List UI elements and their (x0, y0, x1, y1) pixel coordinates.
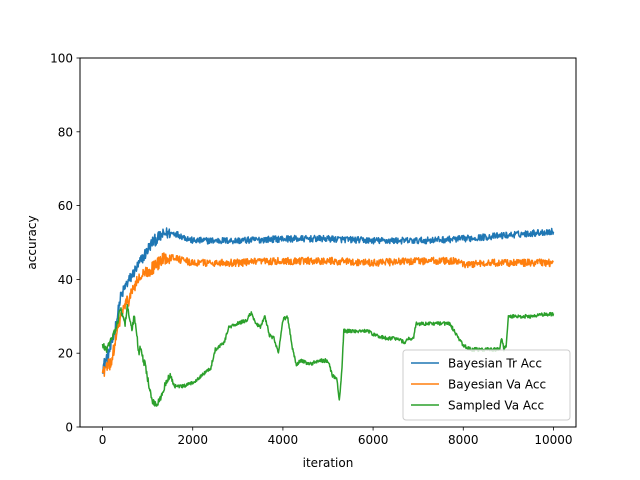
x-axis-label: iteration (303, 456, 354, 470)
x-tick-label: 2000 (177, 433, 208, 447)
x-tick-label: 4000 (268, 433, 299, 447)
legend-entry: Bayesian Tr Acc (448, 357, 542, 371)
y-axis-label: accuracy (25, 215, 39, 269)
y-tick-label: 40 (58, 273, 73, 287)
y-tick-label: 20 (58, 347, 73, 361)
legend: Bayesian Tr Acc Bayesian Va Acc Sampled Va… (402, 349, 571, 421)
legend-box (402, 349, 571, 421)
legend-entry: Bayesian Va Acc (448, 378, 546, 392)
series-line-2 (101, 252, 554, 377)
axes-frame (79, 57, 577, 428)
series-line-1 (101, 227, 555, 375)
y-tick-label: 0 (65, 421, 73, 435)
y-axis: 0 20 40 60 80 100 (50, 52, 80, 435)
legend-entry: Sampled Va Acc (448, 399, 544, 413)
y-tick-label: 80 (58, 125, 73, 139)
y-tick-label: 100 (50, 52, 73, 66)
x-tick-label: 6000 (358, 433, 389, 447)
y-tick-label: 60 (58, 199, 73, 213)
x-tick-label: 8000 (448, 433, 479, 447)
x-tick-label: 0 (99, 433, 107, 447)
x-tick-label: 10000 (534, 433, 572, 447)
x-axis: 0 2000 4000 6000 8000 10000 (99, 427, 573, 447)
